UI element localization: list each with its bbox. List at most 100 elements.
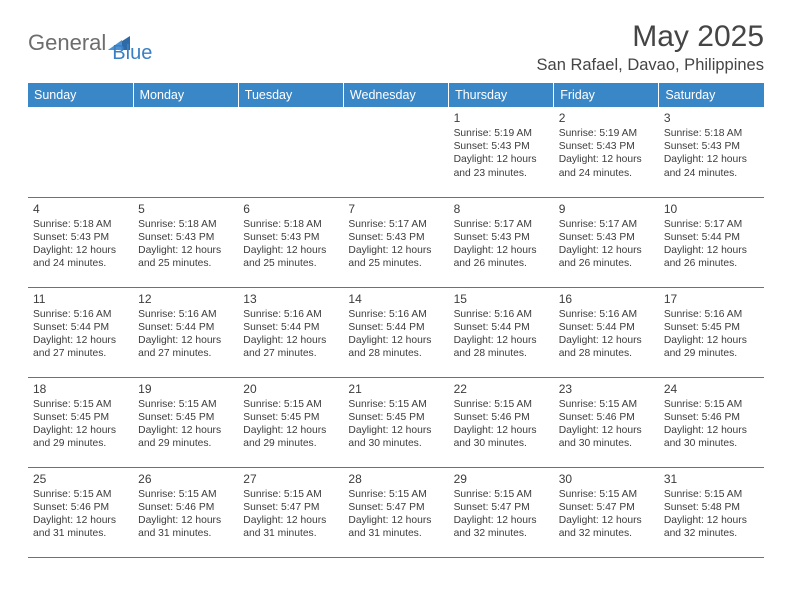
calendar-cell: 23 Sunrise: 5:15 AMSunset: 5:46 PMDayligh…	[554, 377, 659, 467]
day-number: 12	[138, 292, 233, 306]
day-info: Sunrise: 5:16 AMSunset: 5:44 PMDaylight:…	[454, 308, 549, 361]
day-info: Sunrise: 5:18 AMSunset: 5:43 PMDaylight:…	[138, 218, 233, 271]
day-number: 30	[559, 472, 654, 486]
weekday-header: Sunday	[28, 83, 133, 107]
day-info: Sunrise: 5:15 AMSunset: 5:48 PMDaylight:…	[664, 488, 759, 541]
day-number: 7	[348, 202, 443, 216]
calendar-cell: 30Sunrise: 5:15 AMSunset: 5:47 PMDayligh…	[554, 467, 659, 557]
day-number: 2	[559, 111, 654, 125]
calendar-cell: 8 Sunrise: 5:17 AMSunset: 5:43 PMDaylight…	[449, 197, 554, 287]
calendar-cell: 3Sunrise: 5:18 AMSunset: 5:43 PMDaylight…	[659, 107, 764, 197]
day-number: 8	[454, 202, 549, 216]
calendar-cell: 10Sunrise: 5:17 AMSunset: 5:44 PMDayligh…	[659, 197, 764, 287]
day-info: Sunrise: 5:16 AMSunset: 5:44 PMDaylight:…	[243, 308, 338, 361]
logo-text-blue: Blue	[112, 42, 152, 65]
weekday-header: Thursday	[449, 83, 554, 107]
day-number: 17	[664, 292, 759, 306]
day-info: Sunrise: 5:15 AMSunset: 5:45 PMDaylight:…	[348, 398, 443, 451]
calendar-cell: 1 Sunrise: 5:19 AMSunset: 5:43 PMDaylight…	[449, 107, 554, 197]
calendar-cell: 16Sunrise: 5:16 AMSunset: 5:44 PMDayligh…	[554, 287, 659, 377]
day-info: Sunrise: 5:17 AMSunset: 5:43 PMDaylight:…	[348, 218, 443, 271]
calendar-row: 4 Sunrise: 5:18 AMSunset: 5:43 PMDaylight…	[28, 197, 764, 287]
day-info: Sunrise: 5:19 AMSunset: 5:43 PMDaylight:…	[559, 127, 654, 180]
day-info: Sunrise: 5:15 AMSunset: 5:46 PMDaylight:…	[559, 398, 654, 451]
weekday-header: Wednesday	[343, 83, 448, 107]
day-number: 5	[138, 202, 233, 216]
day-info: Sunrise: 5:18 AMSunset: 5:43 PMDaylight:…	[33, 218, 128, 271]
day-number: 15	[454, 292, 549, 306]
day-number: 9	[559, 202, 654, 216]
calendar-cell	[133, 107, 238, 197]
title-block: May 2025 San Rafael, Davao, Philippines	[537, 20, 764, 75]
day-number: 14	[348, 292, 443, 306]
logo: General Blue	[28, 20, 152, 65]
day-info: Sunrise: 5:16 AMSunset: 5:44 PMDaylight:…	[559, 308, 654, 361]
calendar-cell	[28, 107, 133, 197]
calendar-cell: 5 Sunrise: 5:18 AMSunset: 5:43 PMDaylight…	[133, 197, 238, 287]
calendar-cell: 18 Sunrise: 5:15 AMSunset: 5:45 PMDayligh…	[28, 377, 133, 467]
day-info: Sunrise: 5:18 AMSunset: 5:43 PMDaylight:…	[243, 218, 338, 271]
day-info: Sunrise: 5:15 AMSunset: 5:46 PMDaylight:…	[454, 398, 549, 451]
location-text: San Rafael, Davao, Philippines	[537, 56, 764, 75]
calendar-cell	[238, 107, 343, 197]
day-number: 22	[454, 382, 549, 396]
calendar-row: 1 Sunrise: 5:19 AMSunset: 5:43 PMDaylight…	[28, 107, 764, 197]
calendar-cell: 27Sunrise: 5:15 AMSunset: 5:47 PMDayligh…	[238, 467, 343, 557]
day-info: Sunrise: 5:17 AMSunset: 5:43 PMDaylight:…	[559, 218, 654, 271]
day-info: Sunrise: 5:16 AMSunset: 5:45 PMDaylight:…	[664, 308, 759, 361]
weekday-header: Tuesday	[238, 83, 343, 107]
day-number: 21	[348, 382, 443, 396]
day-number: 13	[243, 292, 338, 306]
day-number: 28	[348, 472, 443, 486]
day-number: 19	[138, 382, 233, 396]
day-number: 3	[664, 111, 759, 125]
calendar-row: 11 Sunrise: 5:16 AMSunset: 5:44 PMDayligh…	[28, 287, 764, 377]
day-info: Sunrise: 5:15 AMSunset: 5:46 PMDaylight:…	[664, 398, 759, 451]
calendar-cell: 11 Sunrise: 5:16 AMSunset: 5:44 PMDayligh…	[28, 287, 133, 377]
calendar-cell: 20Sunrise: 5:15 AMSunset: 5:45 PMDayligh…	[238, 377, 343, 467]
calendar-cell: 26Sunrise: 5:15 AMSunset: 5:46 PMDayligh…	[133, 467, 238, 557]
calendar-cell: 31Sunrise: 5:15 AMSunset: 5:48 PMDayligh…	[659, 467, 764, 557]
calendar-cell: 25 Sunrise: 5:15 AMSunset: 5:46 PMDayligh…	[28, 467, 133, 557]
day-number: 6	[243, 202, 338, 216]
calendar-cell: 9 Sunrise: 5:17 AMSunset: 5:43 PMDaylight…	[554, 197, 659, 287]
calendar-cell: 24 Sunrise: 5:15 AMSunset: 5:46 PMDayligh…	[659, 377, 764, 467]
calendar-page: General Blue May 2025 San Rafael, Davao,…	[0, 0, 792, 612]
day-number: 27	[243, 472, 338, 486]
calendar-body: 1 Sunrise: 5:19 AMSunset: 5:43 PMDaylight…	[28, 107, 764, 557]
day-number: 1	[454, 111, 549, 125]
logo-text-general: General	[28, 30, 106, 56]
day-number: 25	[33, 472, 128, 486]
calendar-cell: 29 Sunrise: 5:15 AMSunset: 5:47 PMDayligh…	[449, 467, 554, 557]
day-info: Sunrise: 5:17 AMSunset: 5:43 PMDaylight:…	[454, 218, 549, 271]
calendar-cell: 19 Sunrise: 5:15 AMSunset: 5:45 PMDayligh…	[133, 377, 238, 467]
calendar-cell: 21 Sunrise: 5:15 AMSunset: 5:45 PMDayligh…	[343, 377, 448, 467]
calendar-cell: 17 Sunrise: 5:16 AMSunset: 5:45 PMDayligh…	[659, 287, 764, 377]
calendar-cell	[343, 107, 448, 197]
day-number: 23	[559, 382, 654, 396]
day-info: Sunrise: 5:15 AMSunset: 5:45 PMDaylight:…	[138, 398, 233, 451]
calendar-cell: 13 Sunrise: 5:16 AMSunset: 5:44 PMDayligh…	[238, 287, 343, 377]
day-number: 18	[33, 382, 128, 396]
day-info: Sunrise: 5:16 AMSunset: 5:44 PMDaylight:…	[348, 308, 443, 361]
calendar-table: Sunday Monday Tuesday Wednesday Thursday…	[28, 83, 764, 558]
calendar-cell: 7 Sunrise: 5:17 AMSunset: 5:43 PMDaylight…	[343, 197, 448, 287]
calendar-row: 18 Sunrise: 5:15 AMSunset: 5:45 PMDayligh…	[28, 377, 764, 467]
weekday-header-row: Sunday Monday Tuesday Wednesday Thursday…	[28, 83, 764, 107]
day-info: Sunrise: 5:17 AMSunset: 5:44 PMDaylight:…	[664, 218, 759, 271]
day-number: 29	[454, 472, 549, 486]
day-number: 11	[33, 292, 128, 306]
calendar-cell: 6 Sunrise: 5:18 AMSunset: 5:43 PMDaylight…	[238, 197, 343, 287]
day-info: Sunrise: 5:16 AMSunset: 5:44 PMDaylight:…	[138, 308, 233, 361]
day-number: 24	[664, 382, 759, 396]
weekday-header: Monday	[133, 83, 238, 107]
weekday-header: Saturday	[659, 83, 764, 107]
day-number: 4	[33, 202, 128, 216]
day-info: Sunrise: 5:15 AMSunset: 5:45 PMDaylight:…	[33, 398, 128, 451]
day-info: Sunrise: 5:15 AMSunset: 5:46 PMDaylight:…	[33, 488, 128, 541]
calendar-cell: 15 Sunrise: 5:16 AMSunset: 5:44 PMDayligh…	[449, 287, 554, 377]
day-info: Sunrise: 5:15 AMSunset: 5:47 PMDaylight:…	[454, 488, 549, 541]
day-info: Sunrise: 5:16 AMSunset: 5:44 PMDaylight:…	[33, 308, 128, 361]
day-info: Sunrise: 5:19 AMSunset: 5:43 PMDaylight:…	[454, 127, 549, 180]
weekday-header: Friday	[554, 83, 659, 107]
